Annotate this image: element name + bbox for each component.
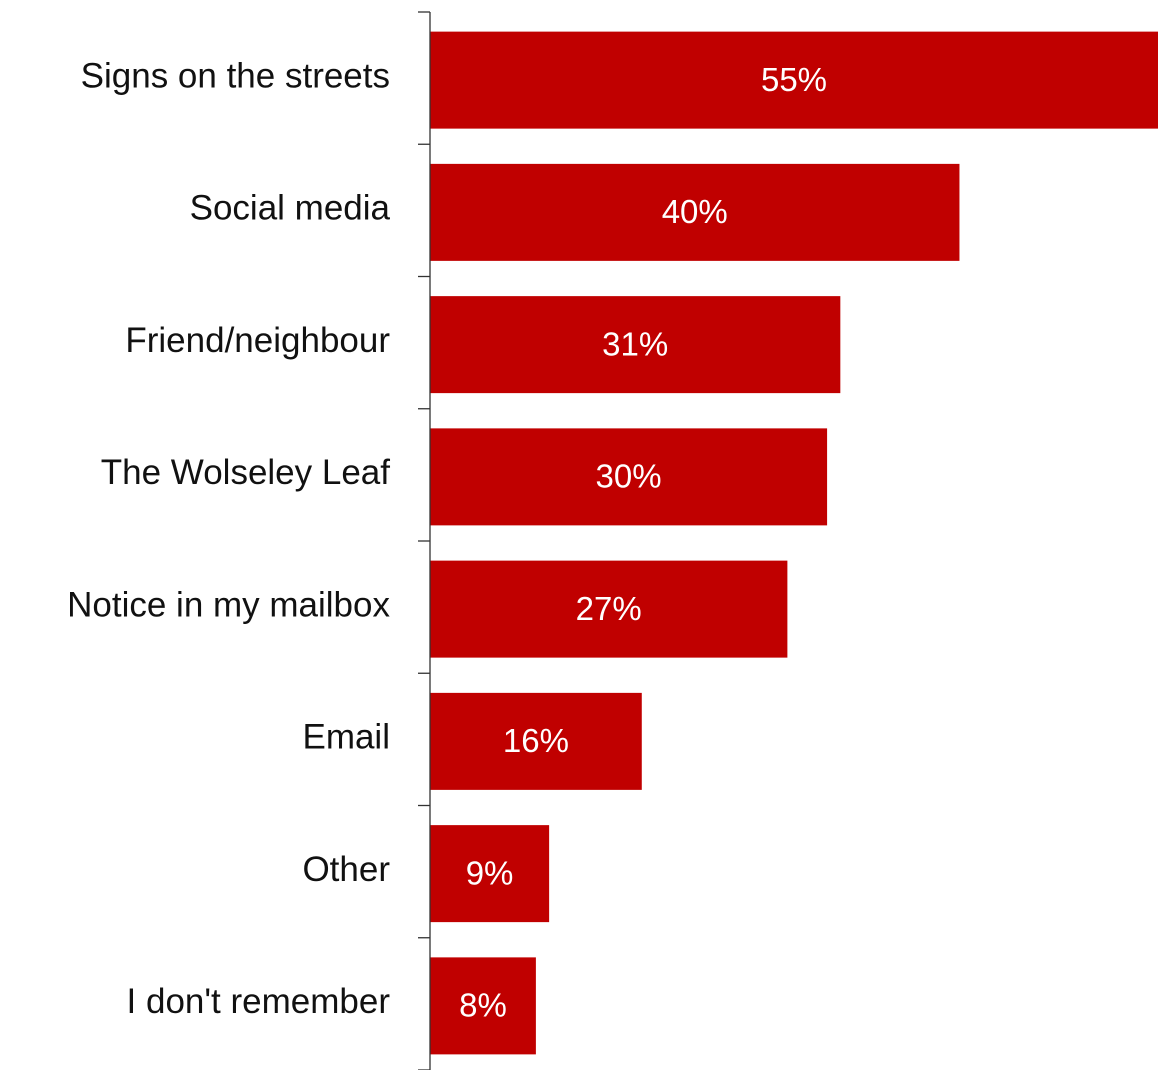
value-label-notice-in-my-mailbox: 27% xyxy=(576,590,642,627)
category-label-email: Email xyxy=(302,718,390,757)
bar-i-don-t-remember xyxy=(430,957,536,1055)
value-label-social-media: 40% xyxy=(662,193,728,230)
category-label-i-don-t-remember: I don't remember xyxy=(127,982,391,1021)
value-labels-group: 55% 40% 31% 30% 27% 16% 9% 8% xyxy=(459,61,827,1024)
bar-email xyxy=(430,692,642,790)
value-label-signs-on-the-streets: 55% xyxy=(761,61,827,98)
bar-signs-on-the-streets xyxy=(430,31,1158,129)
value-label-other: 9% xyxy=(466,854,514,891)
category-label-signs-on-the-streets: Signs on the streets xyxy=(81,56,390,95)
y-axis xyxy=(418,11,431,1070)
value-label-email: 16% xyxy=(503,722,569,759)
bar-other xyxy=(430,825,550,923)
bar-notice-in-my-mailbox xyxy=(430,560,788,658)
category-label-other: Other xyxy=(302,850,390,889)
bar-the-wolseley-leaf xyxy=(430,428,828,526)
bar-social-media xyxy=(430,163,960,261)
category-label-friend-neighbour: Friend/neighbour xyxy=(125,321,390,360)
value-label-the-wolseley-leaf: 30% xyxy=(596,458,662,495)
value-label-i-don-t-remember: 8% xyxy=(459,987,507,1024)
bars-group xyxy=(430,31,1158,1055)
category-label-social-media: Social media xyxy=(190,189,391,228)
category-labels-group: Signs on the streets Social media Friend/n… xyxy=(67,56,390,1021)
category-label-the-wolseley-leaf: The Wolseley Leaf xyxy=(101,453,391,492)
bar-friend-neighbour xyxy=(430,296,841,394)
category-label-notice-in-my-mailbox: Notice in my mailbox xyxy=(67,585,390,624)
value-label-friend-neighbour: 31% xyxy=(602,325,668,362)
